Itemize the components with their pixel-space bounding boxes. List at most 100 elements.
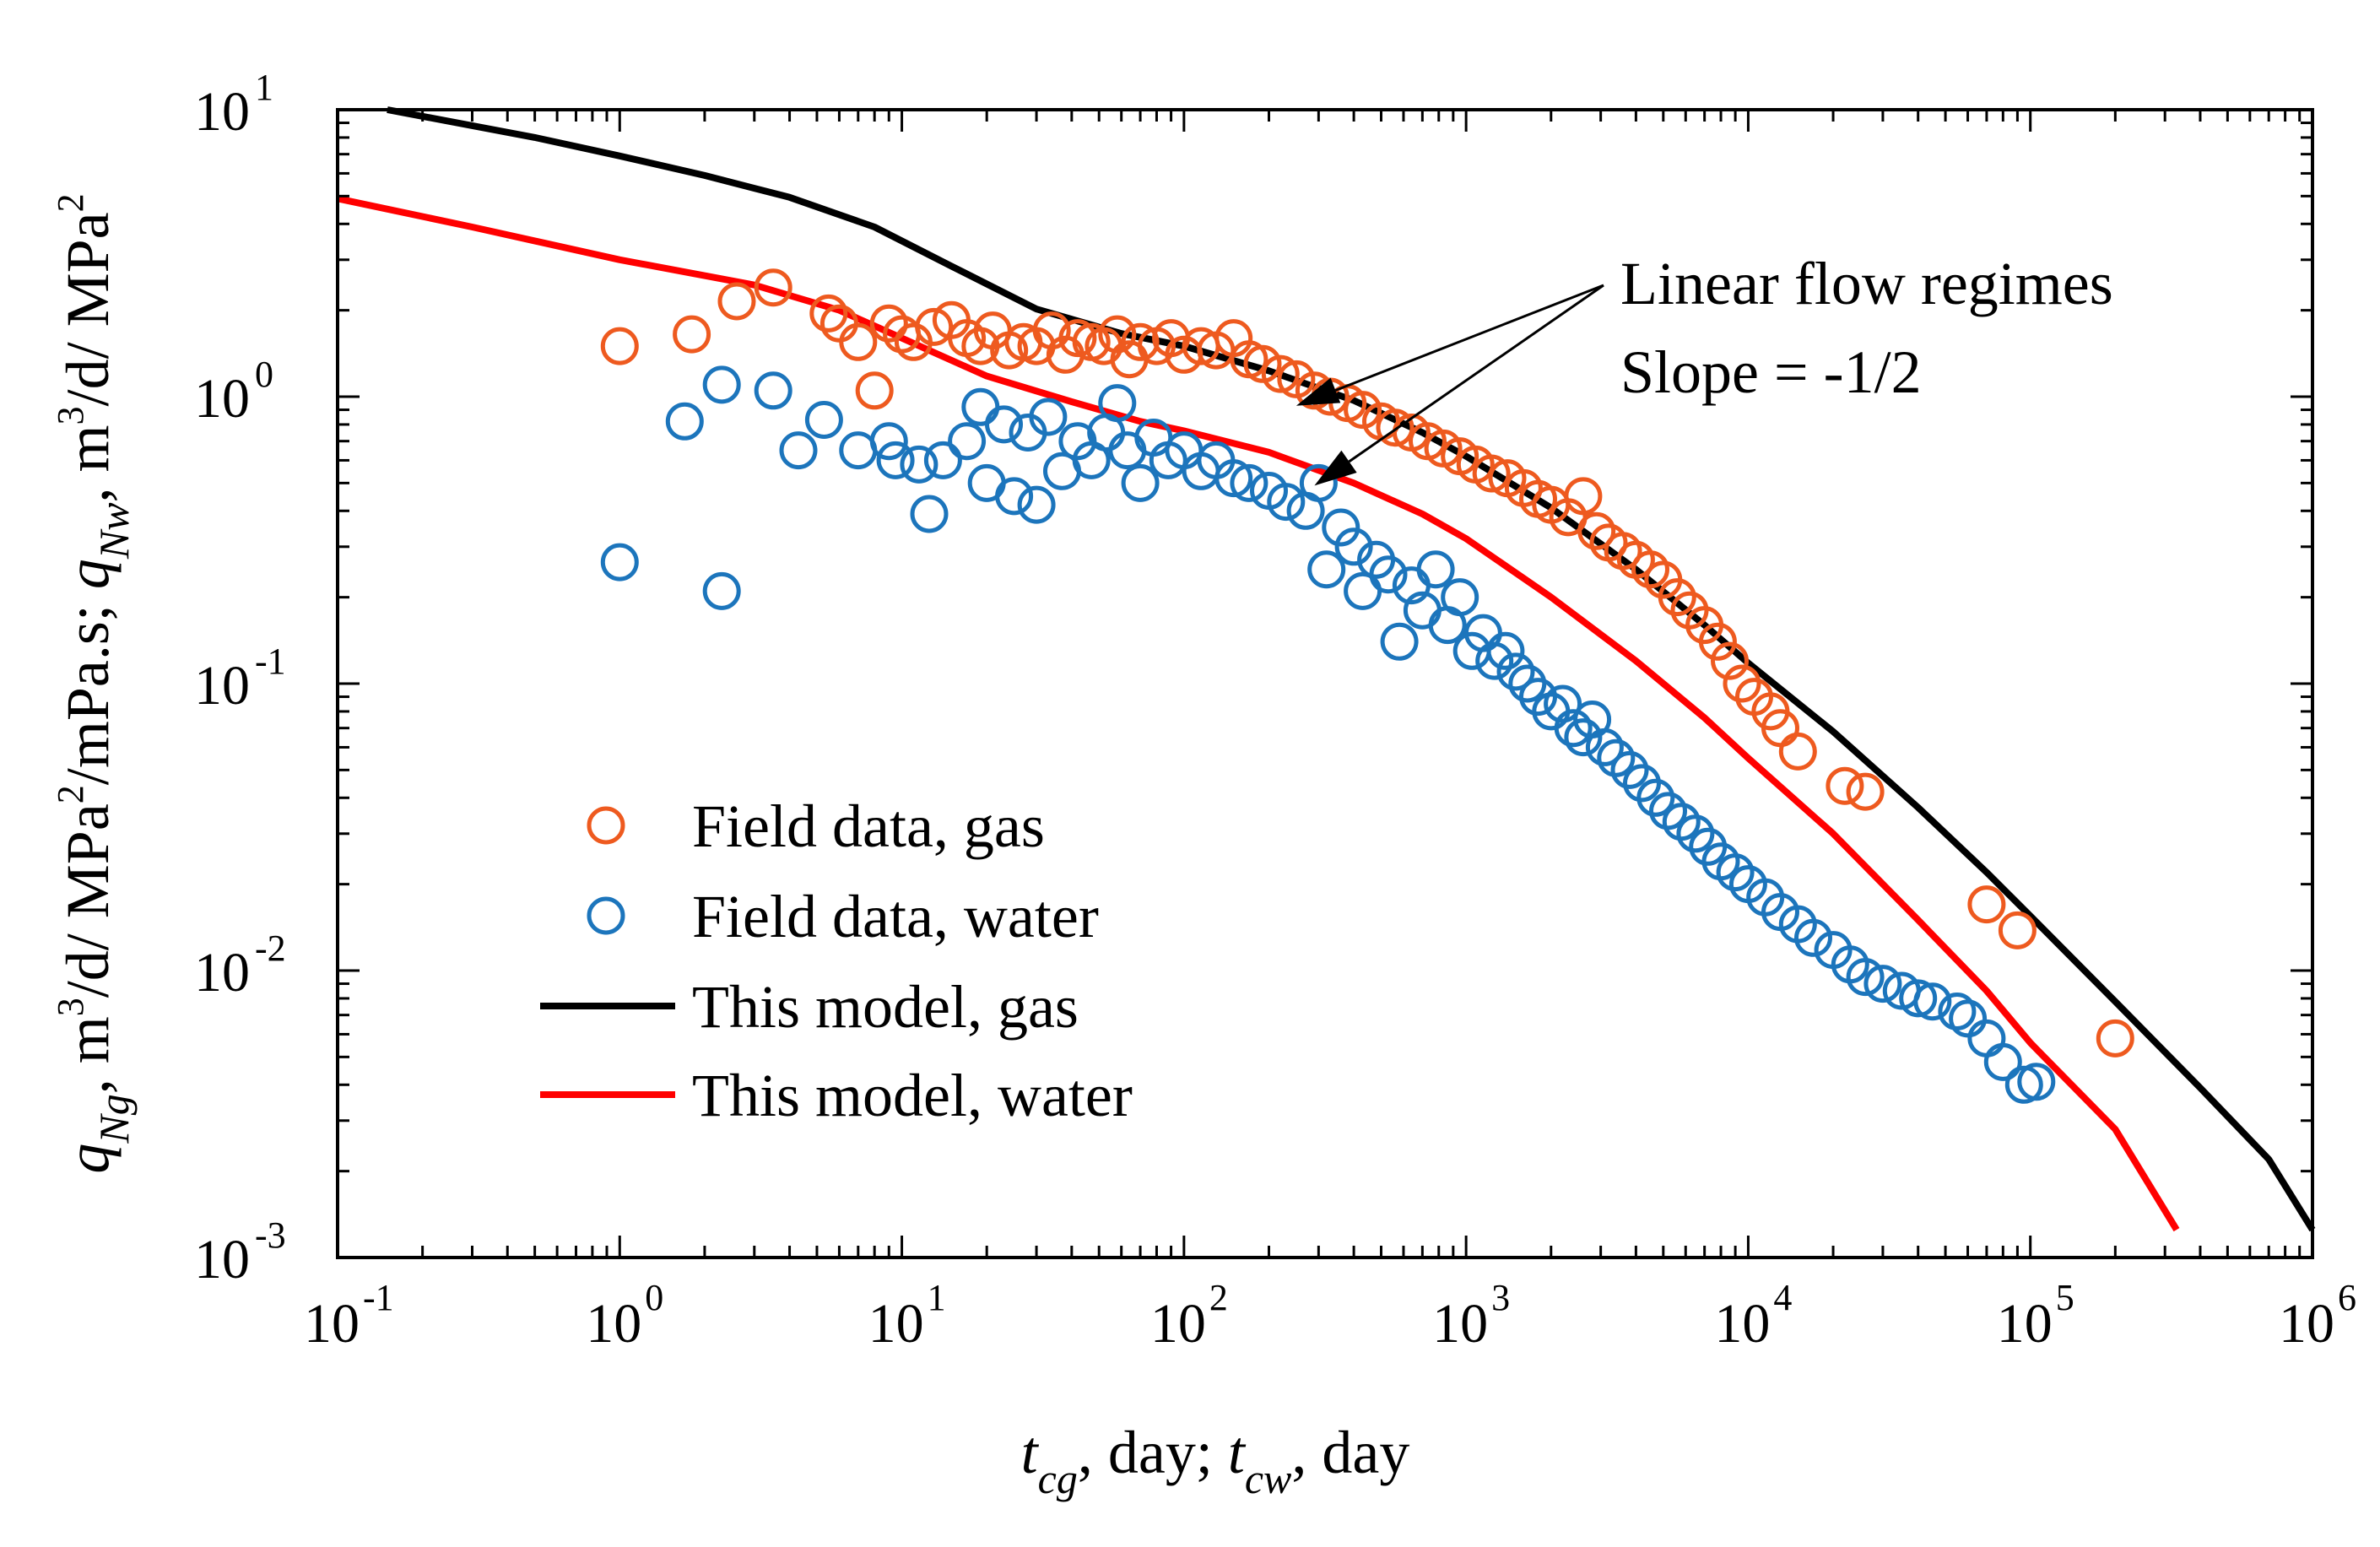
x-tick-label: 10	[1432, 1293, 1488, 1355]
data-point	[673, 315, 711, 354]
data-point	[1610, 750, 1649, 789]
data-point	[600, 543, 639, 581]
series-line	[337, 195, 2180, 1232]
data-point	[1496, 652, 1535, 691]
data-point	[1475, 641, 1514, 680]
data-point	[1472, 454, 1511, 493]
y-tick-exponent: -1	[255, 641, 286, 682]
legend-label-model-water: This model, water	[692, 1062, 1133, 1129]
data-point	[1826, 766, 1864, 805]
data-point	[702, 571, 741, 610]
legend-label-field-gas: Field data, gas	[692, 792, 1045, 860]
data-point	[1334, 527, 1373, 566]
x-tick-label: 10	[304, 1293, 360, 1355]
data-point	[1508, 664, 1547, 703]
annotation-line-1: Linear flow regimes	[1620, 250, 2113, 317]
data-point	[995, 477, 1034, 516]
data-point	[1243, 344, 1282, 383]
data-point	[876, 441, 915, 479]
x-tick-exponent: 4	[1773, 1277, 1792, 1318]
data-point	[1380, 622, 1419, 661]
y-tick-label: 10	[194, 1229, 250, 1290]
axis-ticks	[336, 110, 2312, 1259]
data-point	[1577, 511, 1616, 550]
data-point	[1098, 384, 1137, 423]
data-point	[855, 371, 894, 410]
data-point	[1029, 398, 1068, 436]
x-axis-label: tcg, day; tcw, day	[1021, 1419, 1410, 1502]
data-point	[1564, 477, 1603, 516]
data-point	[1322, 508, 1360, 547]
x-tick-labels: 10 -1 10 0 10 1 10 2 10 3 10 4 10 5 10 6	[304, 1277, 2356, 1355]
data-point	[1983, 1042, 2022, 1081]
data-point	[1794, 918, 1832, 957]
data-point	[1597, 738, 1636, 777]
data-point	[702, 365, 741, 404]
data-point	[1846, 772, 1885, 811]
data-point	[1441, 578, 1479, 617]
data-point	[1585, 728, 1624, 766]
data-point	[1121, 322, 1160, 361]
data-point	[1778, 732, 1817, 771]
legend-marker-field-water	[587, 896, 625, 935]
data-point	[1544, 684, 1582, 723]
x-tick-exponent: 3	[1491, 1277, 1510, 1318]
annotation-arrow	[1348, 284, 1604, 463]
data-point	[1913, 982, 1952, 1021]
y-tick-label: 10	[194, 368, 250, 430]
annotation-arrowhead	[1314, 450, 1357, 486]
data-point	[1267, 483, 1306, 522]
data-point	[1307, 550, 1346, 589]
x-tick-label: 10	[586, 1293, 641, 1355]
legend-label-model-gas: This model, gas	[692, 973, 1079, 1041]
x-tick-label: 10	[1150, 1293, 1206, 1355]
data-point	[1846, 958, 1885, 997]
y-tick-exponent: -3	[255, 1214, 286, 1256]
legend-label-field-water: Field data, water	[692, 883, 1099, 950]
data-point	[985, 405, 1023, 444]
legend-marker-field-gas	[587, 806, 625, 845]
y-tick-exponent: 1	[255, 67, 273, 108]
data-point	[754, 268, 792, 307]
data-point	[1676, 814, 1715, 853]
data-point	[717, 282, 756, 321]
data-point	[1949, 999, 1988, 1038]
data-point	[1376, 408, 1414, 447]
data-point	[839, 322, 878, 361]
data-point	[665, 402, 704, 441]
data-point	[910, 495, 949, 533]
data-point	[1649, 792, 1687, 830]
data-point	[915, 307, 954, 346]
data-point	[1017, 485, 1056, 524]
data-point	[2017, 1063, 2056, 1101]
annotation-arrows	[1295, 284, 1604, 486]
data-point	[1554, 709, 1593, 748]
y-axis-label: qNg, m3/d/ MPa2/mPa.s; qNw, m3/d/ MPa2	[50, 193, 138, 1173]
data-point	[2096, 1019, 2134, 1057]
annotation-arrow	[1334, 284, 1604, 392]
data-point	[1698, 622, 1737, 661]
data-point	[600, 327, 639, 365]
data-point	[1299, 463, 1338, 502]
x-tick-exponent: 2	[1209, 1277, 1228, 1318]
x-tick-exponent: -1	[363, 1277, 394, 1318]
data-point	[1344, 391, 1382, 430]
data-point	[1967, 885, 2006, 924]
data-point	[948, 422, 987, 461]
data-point	[923, 441, 962, 479]
y-tick-exponent: 0	[255, 354, 273, 395]
x-tick-exponent: 0	[645, 1277, 663, 1318]
data-point	[1899, 979, 1938, 1018]
legend: Field data, gas Field data, water This m…	[540, 792, 1133, 1129]
data-point	[1121, 463, 1160, 502]
data-point	[1416, 550, 1455, 589]
data-point	[1863, 965, 1902, 1003]
data-point	[1261, 354, 1300, 393]
data-point	[1486, 631, 1525, 670]
data-point	[1230, 463, 1268, 502]
data-point	[1716, 853, 1755, 892]
data-point	[1058, 422, 1097, 461]
data-point	[869, 304, 908, 343]
data-point	[900, 445, 938, 484]
